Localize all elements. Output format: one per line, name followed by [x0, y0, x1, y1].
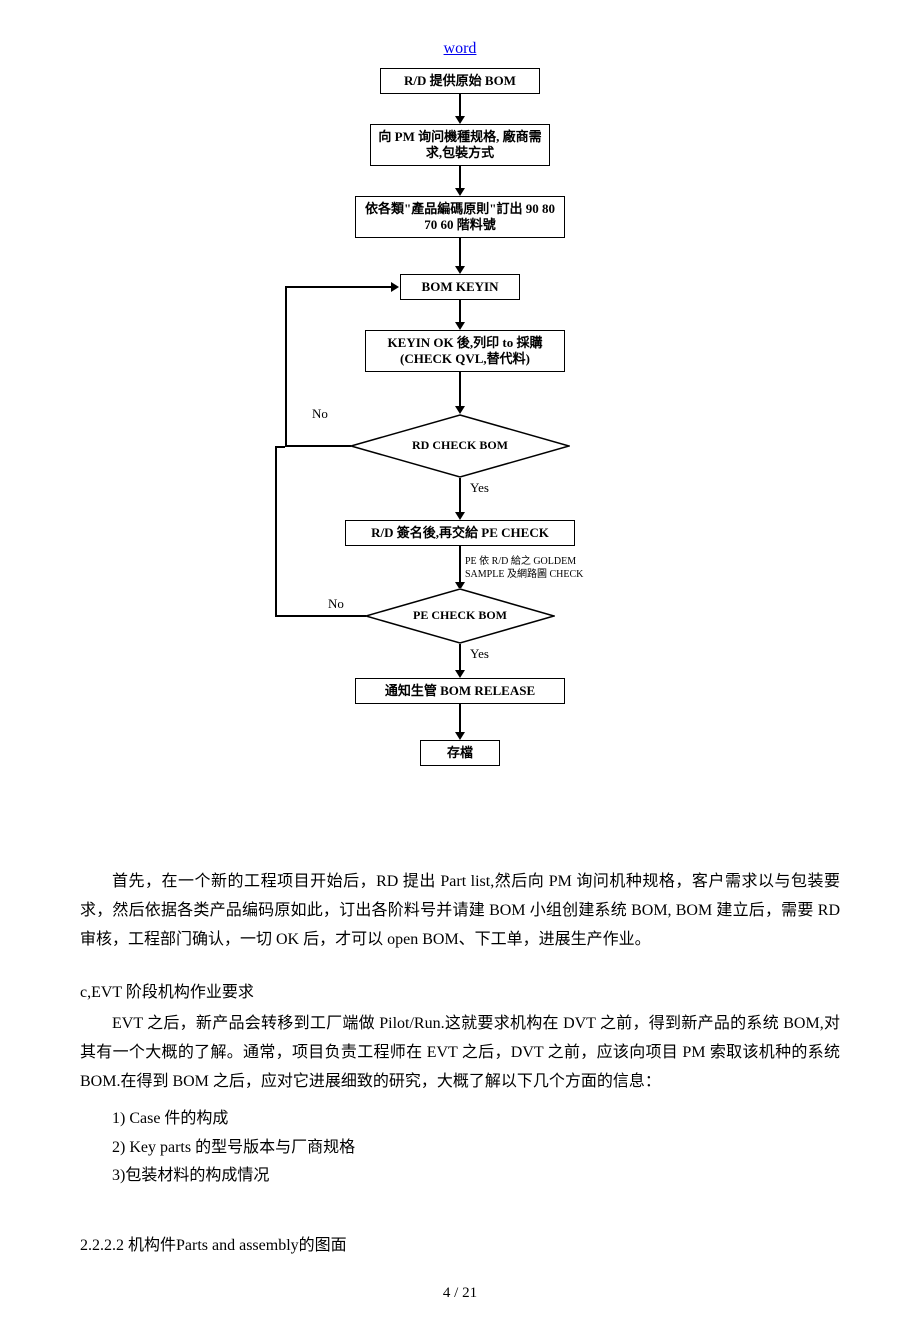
edge [459, 704, 461, 734]
decision-label: PE CHECK BOM [365, 608, 555, 623]
edge [459, 94, 461, 118]
arrow [455, 732, 465, 740]
edge [275, 615, 366, 617]
node-material-code: 依各類"產品編碼原則"訂出 90 80 70 60 階料號 [355, 196, 565, 238]
arrow [455, 670, 465, 678]
bom-flowchart: R/D 提供原始 BOM 向 PM 询问機種规格, 廠商需求,包裝方式 依各類"… [270, 68, 650, 848]
list-item-1: 1) Case 件的构成 [112, 1105, 840, 1134]
label-no: No [328, 596, 344, 612]
node-archive: 存檔 [420, 740, 500, 766]
node-bom-keyin: BOM KEYIN [400, 274, 520, 300]
edge [459, 300, 461, 324]
edge [459, 238, 461, 268]
heading-2222: 2.2.2.2 机构件Parts and assembly的图面 [80, 1231, 840, 1255]
decision-rd-check: RD CHECK BOM [350, 414, 570, 478]
edge [459, 372, 461, 408]
decision-label: RD CHECK BOM [350, 438, 570, 453]
decision-pe-check: PE CHECK BOM [365, 588, 555, 644]
edge [459, 166, 461, 190]
arrow [455, 266, 465, 274]
heading-evt: c,EVT 阶段机构作业要求 [80, 978, 840, 1002]
node-release: 通知生管 BOM RELEASE [355, 678, 565, 704]
node-keyin-ok: KEYIN OK 後,列印 to 採購(CHECK QVL,替代料) [365, 330, 565, 372]
list-item-2: 2) Key parts 的型号版本与厂商规格 [112, 1134, 840, 1163]
arrow [455, 406, 465, 414]
arrow [391, 282, 399, 292]
edge [275, 446, 285, 448]
node-rd-sign: R/D 簽名後,再交給 PE CHECK [345, 520, 575, 546]
edge [285, 286, 393, 288]
arrow [455, 322, 465, 330]
node-rd-bom: R/D 提供原始 BOM [380, 68, 540, 94]
paragraph-intro: 首先，在一个新的工程项目开始后，RD 提出 Part list,然后向 PM 询… [80, 868, 840, 954]
edge [285, 286, 287, 447]
header-link[interactable]: word [80, 40, 840, 58]
node-pm-spec: 向 PM 询问機種规格, 廠商需求,包裝方式 [370, 124, 550, 166]
document-page: word R/D 提供原始 BOM 向 PM 询问機種规格, 廠商需求,包裝方式… [0, 0, 920, 1342]
page-number: 4 / 21 [80, 1285, 840, 1302]
paragraph-evt: EVT 之后，新产品会转移到工厂端做 Pilot/Run.这就要求机构在 DVT… [80, 1010, 840, 1096]
label-no: No [312, 406, 328, 422]
arrow [455, 188, 465, 196]
edge [275, 446, 277, 617]
label-yes: Yes [470, 480, 489, 496]
edge [285, 445, 351, 447]
note-golden-sample-2: SAMPLE 及網路圖 CHECK [465, 569, 583, 581]
edge [459, 546, 461, 584]
label-yes: Yes [470, 646, 489, 662]
note-golden-sample-1: PE 依 R/D 給之 GOLDEM [465, 556, 576, 568]
edge [459, 644, 461, 672]
edge [459, 478, 461, 514]
arrow [455, 116, 465, 124]
list-item-3: 3)包装材料的构成情况 [112, 1162, 840, 1191]
arrow [455, 512, 465, 520]
